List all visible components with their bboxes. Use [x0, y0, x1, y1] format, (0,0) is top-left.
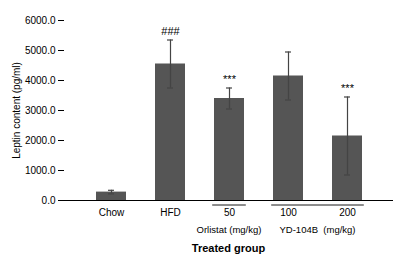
svg-text:4000.0: 4000.0 — [25, 75, 56, 86]
svg-text:###: ### — [161, 25, 180, 37]
svg-text:Leptin content (pg/ml): Leptin content (pg/ml) — [11, 62, 22, 159]
svg-text:0.0: 0.0 — [42, 195, 56, 206]
svg-text:Chow: Chow — [99, 207, 125, 218]
svg-text:Orlistat (mg/kg): Orlistat (mg/kg) — [197, 224, 262, 235]
svg-text:Treated group: Treated group — [192, 242, 266, 254]
svg-text:100: 100 — [280, 207, 297, 218]
svg-text:HFD: HFD — [160, 207, 181, 218]
svg-text:1000.0: 1000.0 — [25, 165, 56, 176]
svg-text:***: *** — [341, 82, 355, 94]
svg-text:3000.0: 3000.0 — [25, 105, 56, 116]
svg-text:50: 50 — [224, 207, 236, 218]
svg-text:2000.0: 2000.0 — [25, 135, 56, 146]
svg-text:***: *** — [223, 73, 237, 85]
svg-text:5000.0: 5000.0 — [25, 45, 56, 56]
svg-text:6000.0: 6000.0 — [25, 15, 56, 26]
svg-text:YD-104B (mg/kg): YD-104B (mg/kg) — [279, 224, 355, 235]
svg-text:200: 200 — [339, 207, 356, 218]
